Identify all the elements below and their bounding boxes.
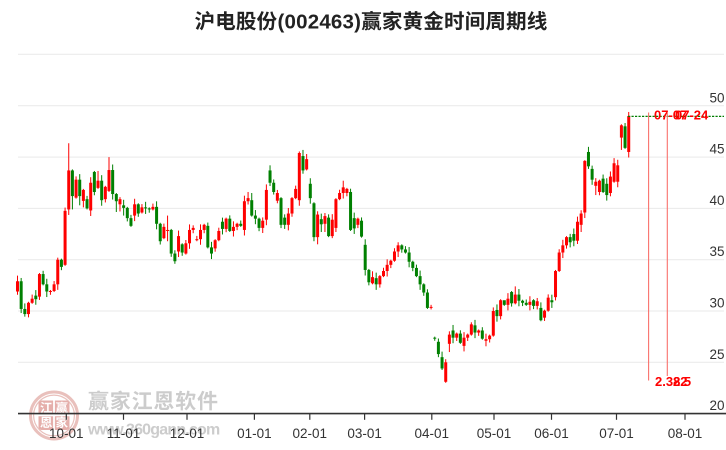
svg-text:(002463): (002463) bbox=[278, 11, 362, 34]
svg-text:50: 50 bbox=[709, 90, 724, 105]
svg-text:05-01: 05-01 bbox=[477, 426, 512, 441]
svg-text:08-01: 08-01 bbox=[668, 426, 703, 441]
svg-text:40: 40 bbox=[709, 193, 724, 208]
svg-text:06-01: 06-01 bbox=[534, 426, 569, 441]
svg-text:www.360gann.com: www.360gann.com bbox=[87, 422, 220, 439]
svg-text:20: 20 bbox=[709, 398, 724, 413]
svg-text:03-01: 03-01 bbox=[347, 426, 382, 441]
svg-text:2.382: 2.382 bbox=[655, 374, 688, 389]
svg-text:45: 45 bbox=[709, 142, 724, 157]
svg-text:35: 35 bbox=[709, 244, 724, 259]
svg-text:11-01: 11-01 bbox=[107, 426, 141, 441]
svg-text:01-01: 01-01 bbox=[237, 426, 272, 441]
svg-text:10-01: 10-01 bbox=[49, 426, 84, 441]
svg-text:07-24: 07-24 bbox=[675, 108, 709, 123]
svg-text:07-01: 07-01 bbox=[599, 426, 634, 441]
svg-text:04-01: 04-01 bbox=[415, 426, 450, 441]
svg-text:2.5: 2.5 bbox=[673, 374, 691, 389]
svg-text:30: 30 bbox=[709, 296, 724, 311]
svg-text:25: 25 bbox=[709, 347, 724, 362]
svg-text:02-01: 02-01 bbox=[293, 426, 328, 441]
svg-text:12-01: 12-01 bbox=[170, 426, 205, 441]
svg-text:07-07: 07-07 bbox=[654, 108, 687, 123]
